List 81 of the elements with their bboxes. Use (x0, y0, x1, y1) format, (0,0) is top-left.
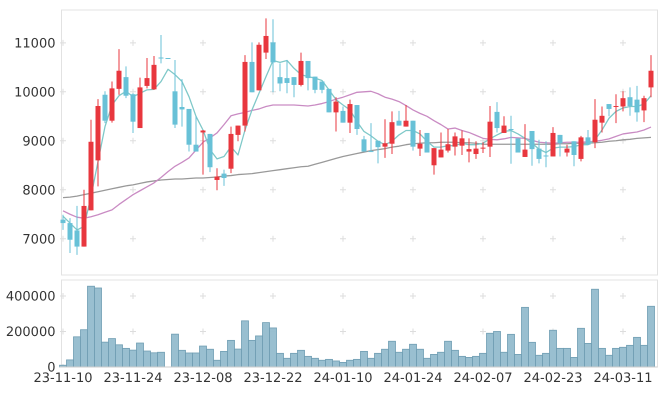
candlestick (494, 102, 500, 133)
candlestick (348, 99, 352, 134)
y-tick-label: 9000 (22, 134, 56, 150)
candlestick (438, 132, 444, 158)
candlestick (68, 218, 72, 254)
candlestick (446, 128, 450, 154)
candlestick (418, 130, 422, 156)
candlestick (144, 58, 150, 89)
y-tick-label: 11000 (14, 36, 56, 52)
candlestick (606, 104, 612, 117)
y-tick-label: 400000 (6, 290, 56, 305)
candlestick (116, 48, 122, 96)
candlestick (634, 85, 640, 122)
candlestick (60, 214, 66, 230)
candlestick (334, 96, 338, 132)
candlestick (320, 81, 324, 94)
candlestick (270, 18, 276, 93)
candlestick (558, 134, 562, 157)
candlestick (376, 140, 380, 164)
candlestick (592, 98, 598, 149)
candlestick (628, 86, 632, 116)
candlestick (390, 110, 394, 155)
candlestick (354, 104, 360, 136)
candlestick (264, 18, 268, 60)
candlestick (404, 104, 408, 128)
candlestick (194, 116, 198, 152)
candlestick (452, 132, 458, 156)
candlestick (474, 140, 478, 160)
x-tick-label: 23-11-10 (33, 371, 93, 386)
candlestick (306, 60, 310, 91)
candlestick (480, 142, 486, 154)
candlestick (460, 130, 464, 156)
candlestick (312, 76, 318, 94)
candlestick (298, 52, 304, 87)
candlestick (572, 140, 576, 167)
y-tick-label: 10000 (14, 85, 56, 100)
candlestick (600, 106, 604, 133)
candlestick (502, 116, 506, 134)
candlestick (396, 110, 402, 126)
candlestick (614, 94, 618, 124)
candlestick (648, 54, 654, 98)
candlestick (522, 124, 528, 158)
line-series (62, 90, 652, 219)
candlestick (642, 95, 646, 123)
candlestick (578, 135, 584, 162)
candlestick (158, 34, 164, 64)
candlestick (382, 118, 388, 158)
candlestick (292, 76, 296, 98)
x-tick-label: 23-12-22 (243, 371, 303, 386)
candlestick (362, 135, 366, 152)
y-tick-label: 200000 (6, 325, 56, 340)
y-tick-label: 8000 (22, 183, 56, 198)
x-tick-label: 24-02-07 (453, 371, 513, 386)
candlestick (284, 59, 290, 94)
candlestick (586, 130, 590, 146)
candlestick (508, 115, 514, 164)
candlestick (222, 169, 226, 186)
candlestick (530, 130, 534, 166)
candlestick (236, 125, 240, 142)
x-tick-label: 24-02-23 (523, 371, 583, 386)
candlestick (124, 66, 128, 99)
candlestick (620, 90, 626, 112)
candlestick (550, 126, 556, 157)
candlestick (368, 122, 374, 152)
candlestick (180, 78, 184, 128)
x-tick-label: 24-01-10 (313, 371, 373, 386)
candlestick (278, 62, 282, 92)
candlestick (74, 205, 80, 256)
candlestick (214, 168, 220, 191)
x-tick-label: 23-12-08 (173, 371, 233, 386)
candlestick (340, 106, 346, 124)
candlestick (564, 144, 570, 157)
x-tick-label: 24-03-11 (593, 371, 653, 386)
candlestick (544, 140, 548, 168)
candlestick (466, 138, 472, 163)
y-tick-label: 7000 (22, 232, 56, 248)
x-tick-label: 23-11-24 (103, 371, 163, 386)
candlestick (432, 148, 436, 176)
candlestick (200, 130, 206, 176)
x-tick-label: 24-01-24 (383, 371, 443, 386)
candlestick (536, 139, 542, 164)
